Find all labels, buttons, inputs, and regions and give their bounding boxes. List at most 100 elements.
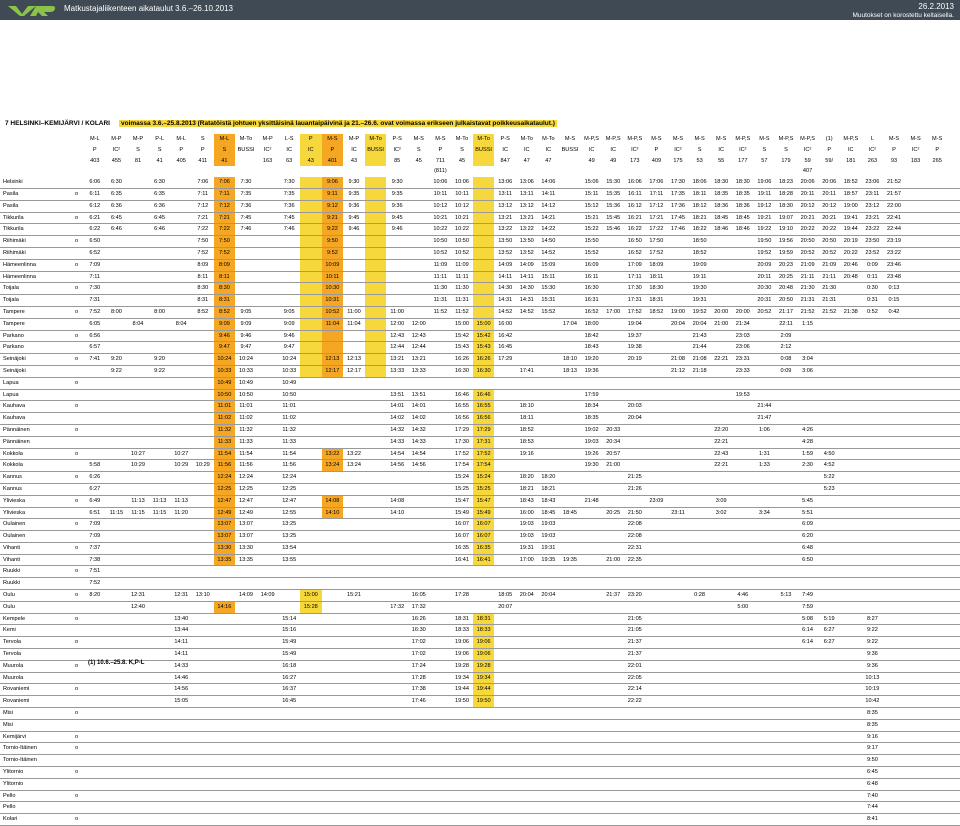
time-cell: 17:36 <box>670 202 685 209</box>
table-row: Vihanti o 7:37 13:30 13:30 13:54 16:35 16:35 19:… <box>0 542 960 555</box>
time-cell: 6:35 <box>154 190 166 197</box>
time-cell: 7:35 <box>283 190 295 197</box>
time-cell: 22:05 <box>627 674 642 681</box>
time-cell: 11:13 <box>152 497 167 504</box>
station-name: Ylivieska <box>3 509 26 516</box>
time-cell: 22:08 <box>627 521 642 528</box>
time-cell <box>170 354 192 365</box>
type-cell: BUSSI <box>364 144 387 156</box>
time-cell: 16:06 <box>627 179 642 186</box>
time-cell: 9:11 <box>321 188 344 200</box>
time-cell <box>516 342 538 353</box>
time-cell: 17:35 <box>670 190 685 197</box>
arrival-marker: o <box>75 474 79 481</box>
time-cell: 18:53 <box>519 438 534 445</box>
time-cell: 6:05 <box>89 320 101 327</box>
time-cell: 18:43 <box>584 344 599 351</box>
type-cell: IC <box>848 146 854 153</box>
time-cell: 16:35 <box>454 544 469 551</box>
time-cell <box>602 248 624 259</box>
train-extra-cell: 407 <box>802 168 813 175</box>
time-cell <box>559 283 581 294</box>
time-cell: 11:11 <box>455 273 469 280</box>
time-cell: 19:09 <box>692 261 707 268</box>
time-cell <box>430 342 452 353</box>
time-cell: 7:30 <box>89 285 101 292</box>
time-cell: 15:30 <box>541 285 556 292</box>
time-cell: 20:12 <box>800 202 815 209</box>
day-cell: S <box>200 136 205 142</box>
time-cell: 18:43 <box>519 497 534 504</box>
time-cell <box>170 342 192 353</box>
time-cell: 20:19 <box>843 238 858 245</box>
time-cell: 8:20 <box>89 592 101 599</box>
time-cell: 12:43 <box>411 332 426 339</box>
time-cell: 7:40 <box>866 792 878 799</box>
time-cell <box>127 283 149 294</box>
time-cell: 9:36 <box>348 202 360 209</box>
time-cell <box>300 224 322 236</box>
time-cell: 18:52 <box>519 426 534 433</box>
table-row: Helsinki 6:06 6:30 6:30 7:06 7:06 7:30 7:30 9:06… <box>0 177 960 189</box>
time-cell: 21:09 <box>800 261 815 268</box>
time-cell <box>430 366 452 377</box>
time-cell: 10:24 <box>282 356 297 363</box>
time-cell: 19:28 <box>472 660 495 672</box>
time-cell: 14:30 <box>498 285 513 292</box>
time-cell <box>257 307 279 318</box>
time-cell: 7:21 <box>197 214 209 221</box>
time-cell: 13:06 <box>519 179 534 186</box>
time-cell <box>732 236 754 247</box>
time-cell: 10:12 <box>454 202 469 209</box>
table-row: Ylivieska 6:51 11:15 11:15 11:15 11:20 12:49 12… <box>0 507 960 520</box>
time-cell: 15:11 <box>541 273 556 280</box>
time-cell: 11:02 <box>282 415 296 422</box>
time-cell: 15:00 <box>454 320 469 327</box>
time-cell: 10:21 <box>454 214 469 221</box>
station-name: Pasila <box>3 202 19 209</box>
time-cell: 11:31 <box>433 297 448 304</box>
time-cell <box>300 236 322 247</box>
time-cell <box>602 295 624 306</box>
time-cell: 20:48 <box>843 273 858 280</box>
time-cell: 13:24 <box>346 462 361 469</box>
time-cell: 16:42 <box>498 332 513 339</box>
time-cell: 18:46 <box>714 226 729 233</box>
time-cell: 17:29 <box>454 426 469 433</box>
time-cell <box>257 319 279 330</box>
time-cell: 16:07 <box>472 519 495 531</box>
time-cell: 22:43 <box>714 450 729 457</box>
time-cell <box>667 342 689 353</box>
time-cell: 21:44 <box>692 344 707 351</box>
arrival-marker: o <box>75 662 79 669</box>
time-cell: 7:22 <box>213 224 236 236</box>
time-cell: 18:36 <box>714 202 729 209</box>
day-cell: M-S <box>910 136 921 142</box>
time-cell: 14:10 <box>321 507 344 519</box>
time-cell: 23:12 <box>865 202 880 209</box>
time-cell: 20:00 <box>735 308 750 315</box>
station-name: Tampere <box>3 320 25 327</box>
time-cell: 14:09 <box>498 261 513 268</box>
time-cell <box>472 247 495 259</box>
arrival-marker: o <box>75 521 79 528</box>
time-cell: 11:56 <box>239 462 253 469</box>
time-cell: 17:09 <box>627 261 642 268</box>
time-cell <box>300 295 322 306</box>
time-cell <box>602 319 624 330</box>
time-cell: 20:19 <box>627 356 642 363</box>
time-cell: 21:12 <box>670 367 685 374</box>
time-cell <box>127 189 149 200</box>
time-cell: 13:12 <box>498 202 513 209</box>
time-cell: 21:34 <box>735 320 750 327</box>
time-cell: 20:52 <box>757 308 772 315</box>
arrival-marker: o <box>75 190 79 197</box>
time-cell: 11:04 <box>347 320 361 327</box>
station-name: Kannus <box>3 485 22 492</box>
station-name: Riihimäki <box>3 238 26 245</box>
time-cell: 7:50 <box>213 236 236 247</box>
arrival-marker: o <box>75 426 79 433</box>
time-cell <box>516 331 538 342</box>
station-name: Kemi <box>3 627 16 634</box>
station-name: Seinäjoki <box>3 367 26 374</box>
